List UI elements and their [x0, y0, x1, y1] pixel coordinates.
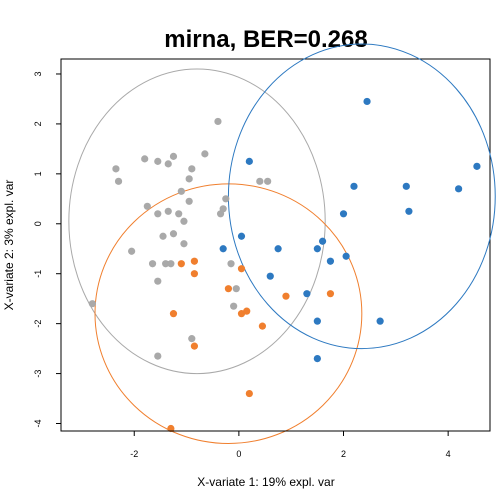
- series-0-point: [148, 260, 157, 268]
- series-1-point: [190, 270, 199, 278]
- series-2-point: [363, 97, 371, 106]
- series-1-point: [177, 260, 185, 268]
- series-2-point: [313, 245, 321, 253]
- plot-frame: [60, 58, 491, 432]
- series-2-point: [219, 245, 227, 253]
- series-0-point: [154, 352, 162, 360]
- series-2-point: [339, 210, 348, 218]
- series-2-point: [313, 317, 321, 325]
- series-0-point: [169, 230, 178, 238]
- y-tick-label: -2: [33, 320, 43, 328]
- series-0-point: [169, 152, 178, 160]
- series-0-point: [180, 240, 188, 248]
- y-axis-label: X-variate 2: 3% expl. var: [2, 180, 16, 311]
- series-2-point: [473, 162, 481, 170]
- series-2-point: [350, 182, 358, 190]
- series-1-point: [167, 424, 175, 433]
- data-points: [88, 97, 481, 433]
- series-2-point: [376, 317, 384, 325]
- x-tick-label: 4: [446, 449, 451, 459]
- series-0-point: [188, 165, 196, 173]
- series-0-point: [167, 260, 175, 268]
- series-0-point: [112, 165, 120, 173]
- series-1-point: [224, 285, 233, 293]
- series-2-point: [455, 185, 463, 193]
- series-2-point: [237, 232, 246, 240]
- series-2-point: [326, 257, 335, 265]
- series-2-point: [405, 207, 413, 215]
- y-tick-label: 1: [33, 171, 43, 176]
- series-0-point: [188, 335, 196, 343]
- series-0-point: [141, 155, 149, 163]
- series-0-point: [214, 117, 222, 126]
- series-0-point: [159, 232, 167, 240]
- x-tick-label: -2: [130, 449, 138, 459]
- y-axis: -4 -3 -2 -1 0 1 2 3: [33, 71, 62, 428]
- series-2-point: [318, 237, 327, 245]
- x-tick-label: 2: [341, 449, 346, 459]
- chart-title: mirna, BER=0.268: [164, 26, 367, 53]
- series-0-point: [154, 277, 162, 285]
- x-tick-label: 0: [236, 449, 241, 459]
- confidence-ellipses: [68, 43, 496, 444]
- y-tick-label: -3: [33, 370, 43, 378]
- x-axis-label: X-variate 1: 19% expl. var: [197, 475, 334, 489]
- series-0-ellipse: [68, 68, 326, 375]
- series-1-point: [169, 310, 178, 318]
- series-1-point: [190, 257, 199, 265]
- y-tick-label: -4: [33, 420, 43, 428]
- x-axis: -2 0 2 4: [130, 430, 451, 459]
- series-2-point: [402, 182, 410, 190]
- series-0-point: [162, 260, 170, 268]
- series-0-point: [185, 197, 193, 205]
- series-0-point: [143, 202, 151, 210]
- series-1-point: [243, 307, 251, 315]
- series-2-ellipse: [227, 43, 496, 350]
- series-2-point: [303, 290, 311, 298]
- series-0-point: [216, 210, 225, 218]
- series-2-point: [245, 157, 253, 165]
- series-2-point: [313, 354, 321, 363]
- series-0-point: [128, 247, 136, 255]
- series-2-point: [342, 252, 350, 260]
- y-tick-label: 0: [33, 221, 43, 226]
- series-0-point: [185, 175, 193, 183]
- y-tick-label: 2: [33, 121, 43, 126]
- series-0-point: [232, 285, 240, 293]
- series-0-point: [164, 207, 172, 215]
- series-0-point: [114, 177, 123, 185]
- series-0-point: [222, 195, 230, 203]
- series-1-point: [326, 290, 335, 298]
- series-0-point: [201, 150, 209, 158]
- series-0-point: [264, 177, 272, 185]
- series-1-point: [245, 389, 253, 398]
- series-0-point: [154, 157, 162, 165]
- y-tick-label: 3: [33, 71, 43, 76]
- series-1-point: [237, 265, 246, 273]
- series-0-point: [180, 217, 188, 225]
- series-0-point: [177, 187, 185, 195]
- series-1-ellipse: [94, 183, 363, 444]
- series-1-point: [258, 322, 267, 330]
- series-0-point: [227, 260, 235, 268]
- series-0-point: [256, 177, 264, 185]
- series-1-point: [282, 292, 290, 300]
- series-2-point: [266, 272, 274, 280]
- series-0-point: [175, 210, 183, 218]
- series-0-point: [164, 160, 172, 168]
- series-0-point: [230, 302, 238, 310]
- y-tick-label: -1: [33, 270, 43, 278]
- series-0-point: [154, 210, 162, 218]
- series-1-point: [190, 342, 199, 350]
- series-2-point: [274, 245, 282, 253]
- series-0-point: [88, 300, 96, 308]
